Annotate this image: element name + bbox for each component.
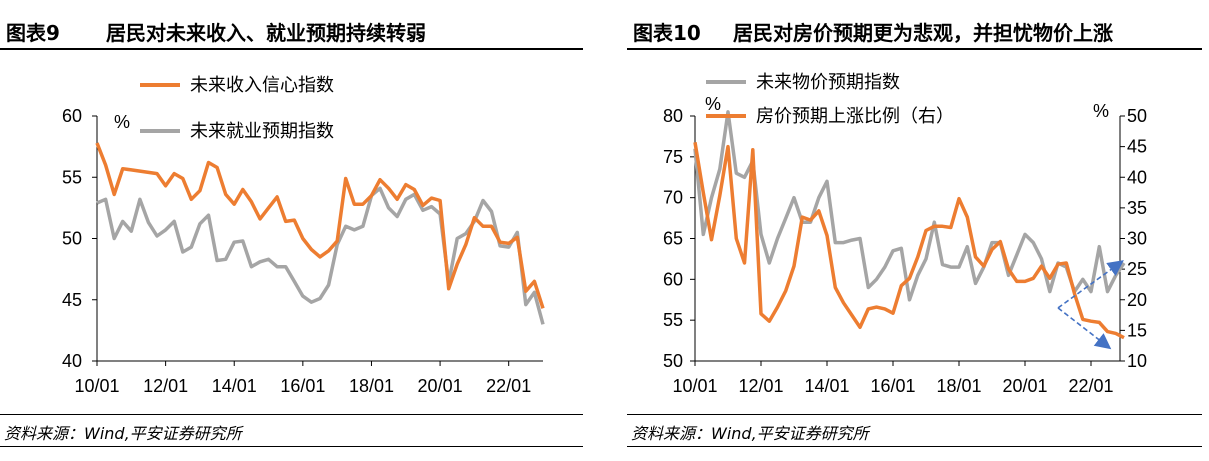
legend-label: 未来物价预期指数 [756, 72, 900, 92]
arrow-down [1057, 307, 1112, 350]
y-tick-label-right: 15 [1127, 320, 1147, 340]
x-tick-label: 18/01 [936, 376, 981, 396]
y-tick-label: 50 [62, 229, 82, 249]
legend-label: 未来收入信心指数 [190, 75, 334, 95]
series-line-1 [693, 110, 1126, 302]
y-tick-label-right: 25 [1127, 259, 1147, 279]
y-unit-left: % [114, 112, 130, 132]
y-unit-left: % [705, 94, 721, 114]
source-divider [0, 414, 583, 415]
bottom-rule [627, 446, 1202, 447]
x-tick-label: 14/01 [212, 376, 257, 396]
y-tick-label: 60 [62, 106, 82, 126]
line-chart-income-employment: 40 45 50 55 60 10/01 12/01 14/01 16/01 18/01 20/01… [62, 75, 545, 396]
legend-label: 房价预期上涨比例（右） [756, 106, 954, 126]
series-line-1 [95, 142, 545, 309]
x-tick-label: 20/01 [418, 376, 463, 396]
x-tick-label: 18/01 [349, 376, 394, 396]
arrow-up [1057, 260, 1124, 309]
y-tick-label-right: 35 [1127, 198, 1147, 218]
y-tick-label-right: 45 [1127, 137, 1147, 157]
chart-panel-housing-prices: 图表10 居民对房价预期更为悲观，并担忧物价上涨 50 55 60 65 70 75 80 1… [627, 0, 1202, 461]
x-tick-label: 22/01 [1068, 376, 1113, 396]
source-divider [627, 414, 1202, 415]
y-tick-label: 50 [663, 351, 683, 371]
y-tick-label: 55 [663, 310, 683, 330]
y-unit-right: % [1093, 101, 1109, 121]
bottom-rule [0, 446, 583, 447]
x-tick-label: 16/01 [870, 376, 915, 396]
y-tick-label-right: 10 [1127, 351, 1147, 371]
chart-title: 居民对未来收入、就业预期持续转弱 [106, 20, 426, 45]
y-tick-label: 80 [663, 106, 683, 126]
panel-title: 图表9 居民对未来收入、就业预期持续转弱 [0, 14, 426, 48]
line-chart-housing-prices: 50 55 60 65 70 75 80 10/01 12/01 14/01 16/01 18/01 2… [663, 72, 1147, 396]
x-tick-label: 10/01 [74, 376, 119, 396]
title-underline [627, 48, 1202, 50]
legend-label: 未来就业预期指数 [190, 121, 334, 141]
y-tick-label: 65 [663, 229, 683, 249]
series-line-2 [693, 142, 1125, 340]
y-tick-label: 75 [663, 147, 683, 167]
series-line-2 [96, 186, 545, 325]
figure-number: 图表10 [633, 20, 701, 45]
y-tick-label-right: 50 [1127, 106, 1147, 126]
chart-panel-income-employment: 图表9 居民对未来收入、就业预期持续转弱 40 45 50 55 60 10/01 12/0… [0, 0, 583, 461]
x-tick-label: 22/01 [486, 376, 531, 396]
x-tick-label: 10/01 [672, 376, 717, 396]
x-tick-label: 16/01 [280, 376, 325, 396]
y-tick-label-right: 40 [1127, 167, 1147, 187]
source-note: 资料来源：Wind,平安证券研究所 [4, 424, 242, 443]
chart-title: 居民对房价预期更为悲观，并担忧物价上涨 [733, 20, 1113, 45]
y-tick-label: 45 [62, 290, 82, 310]
y-tick-label: 55 [62, 167, 82, 187]
x-tick-label: 14/01 [804, 376, 849, 396]
y-tick-label: 70 [663, 188, 683, 208]
y-tick-label: 40 [62, 351, 82, 371]
x-tick-label: 20/01 [1002, 376, 1047, 396]
y-tick-label: 60 [663, 269, 683, 289]
title-underline [0, 48, 583, 50]
source-note: 资料来源：Wind,平安证券研究所 [631, 424, 869, 443]
panel-title: 图表10 居民对房价预期更为悲观，并担忧物价上涨 [627, 14, 1113, 48]
figure-number: 图表9 [6, 20, 60, 45]
x-tick-label: 12/01 [143, 376, 188, 396]
y-tick-label-right: 30 [1127, 229, 1147, 249]
y-tick-label-right: 20 [1127, 290, 1147, 310]
x-tick-label: 12/01 [738, 376, 783, 396]
